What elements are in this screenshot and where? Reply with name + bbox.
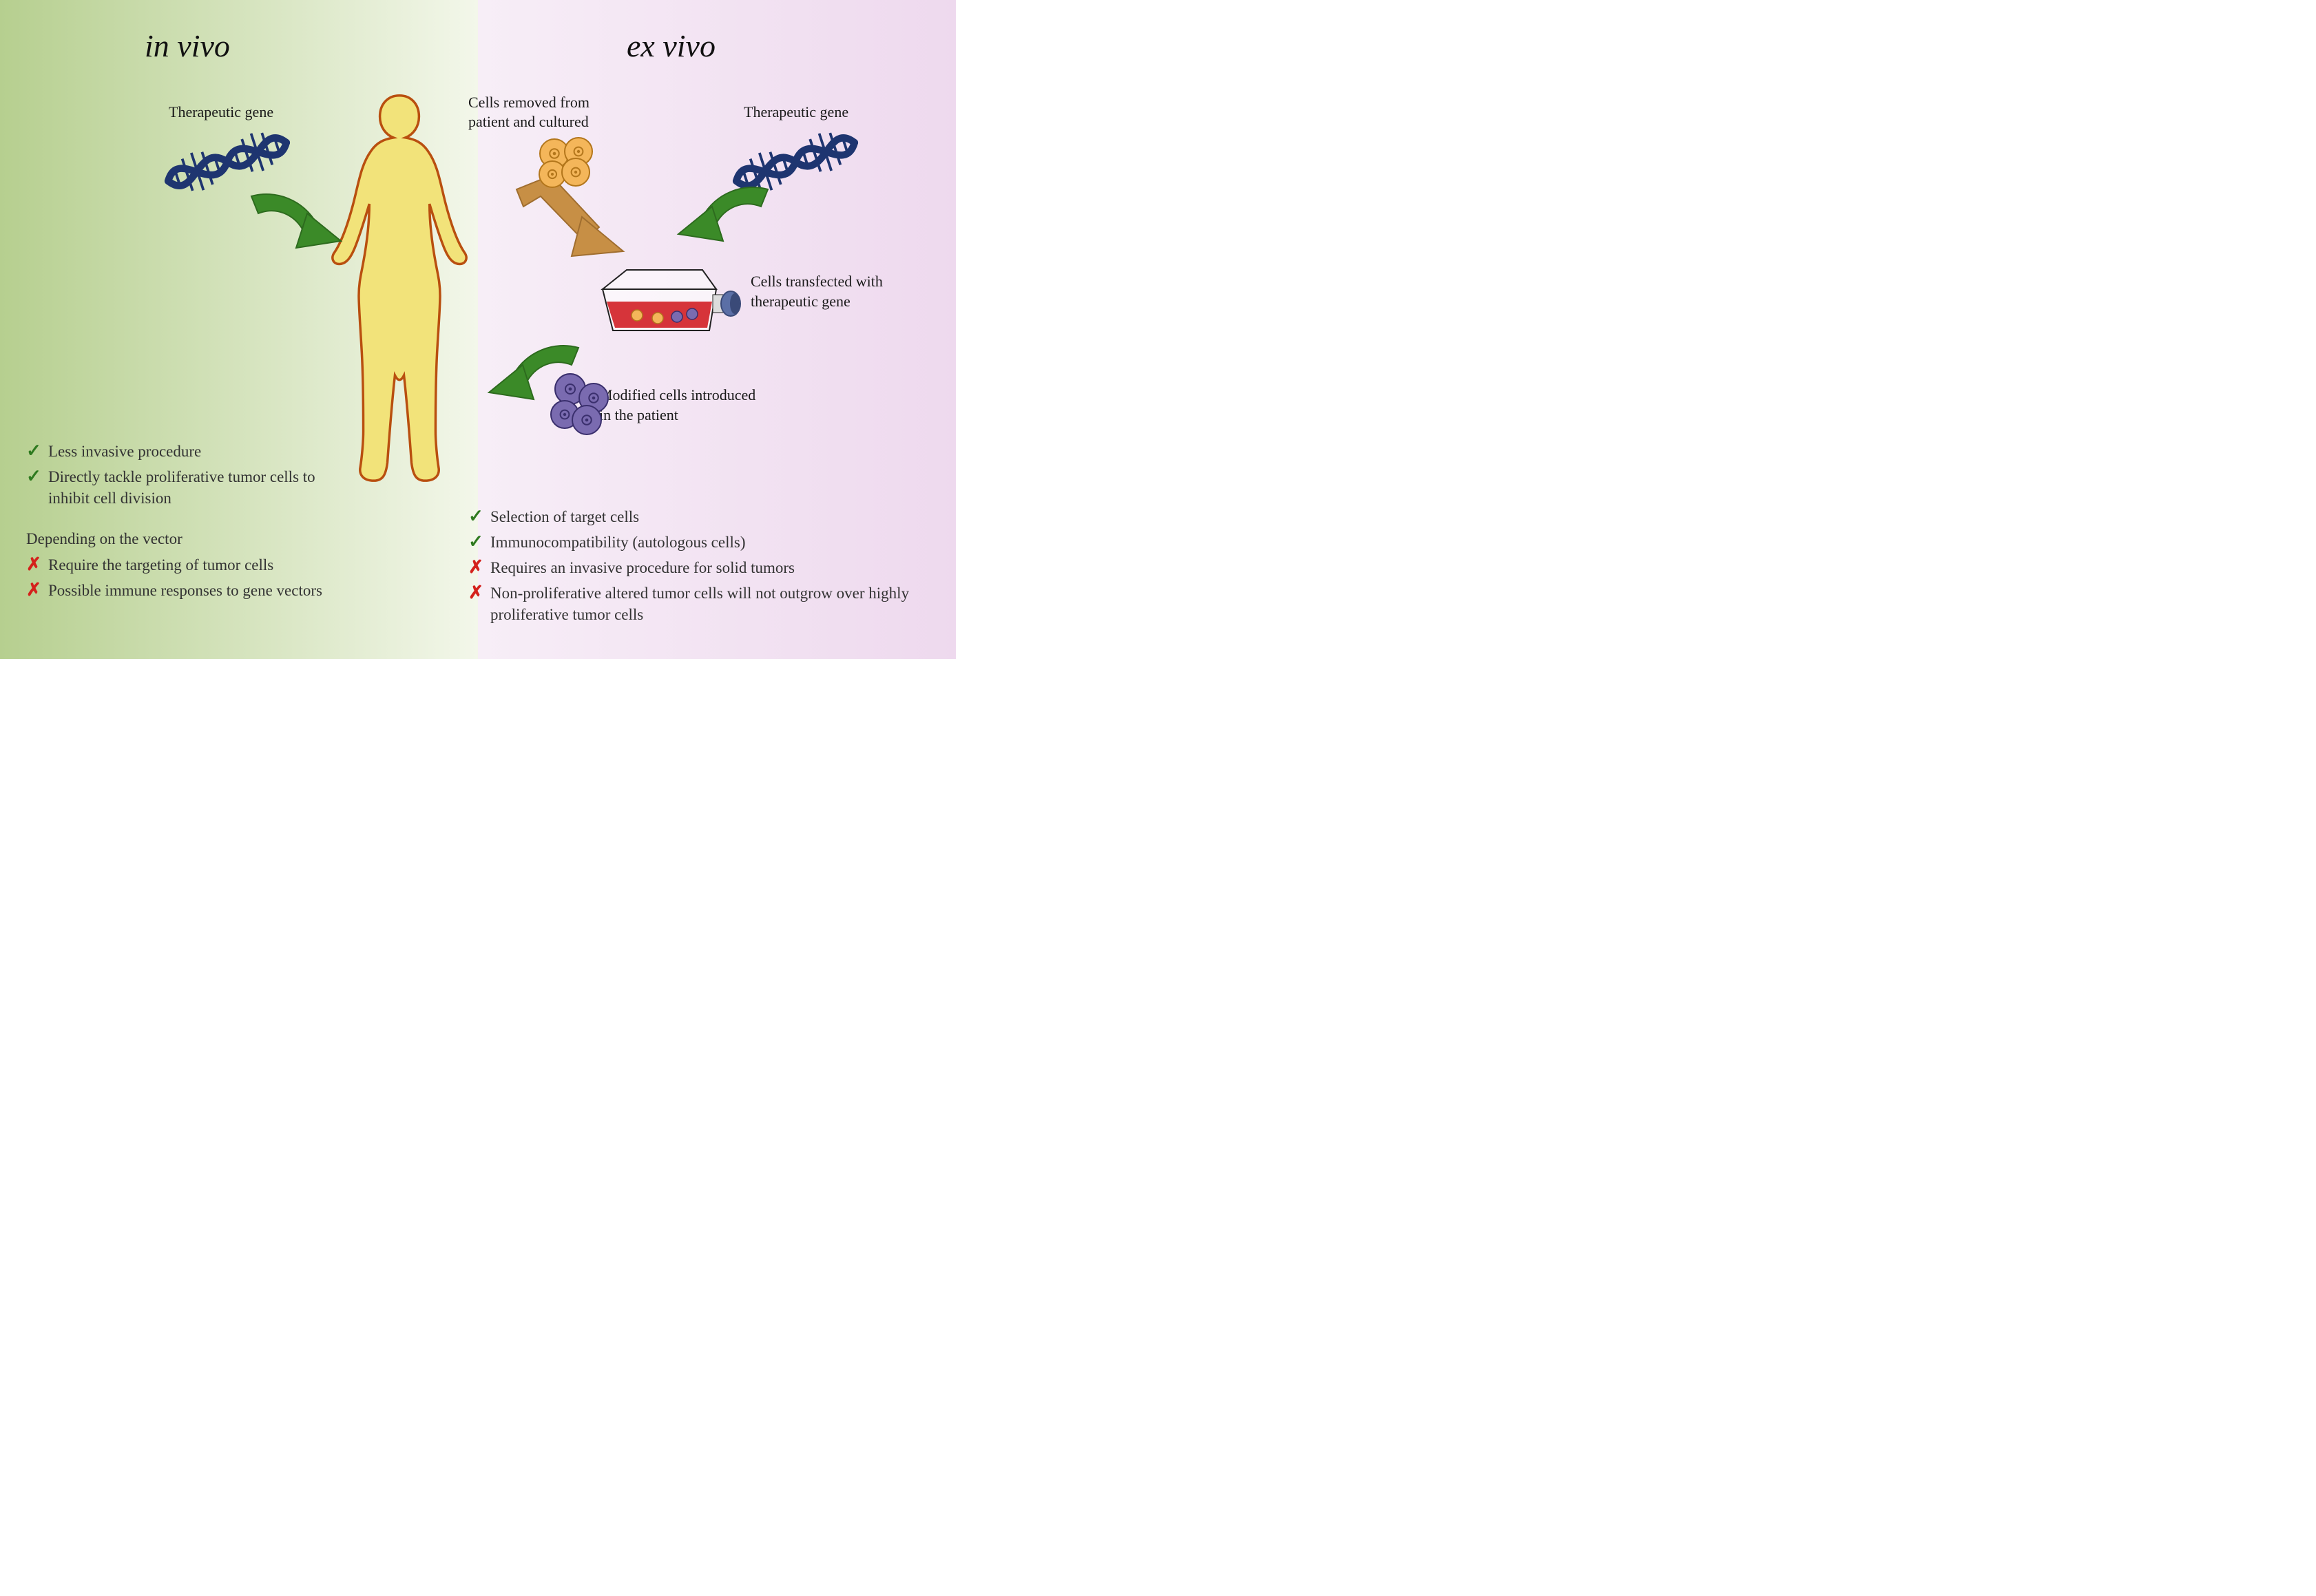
- label-therapeutic-gene-right: Therapeutic gene: [744, 103, 848, 121]
- bullet-item: ✓ Less invasive procedure: [26, 441, 357, 462]
- diagram-canvas: in vivo ex vivo Therapeutic gene Cells r…: [0, 0, 956, 659]
- cells-purple-icon: [544, 372, 616, 437]
- bullet-text: Immunocompatibility (autologous cells): [490, 532, 746, 553]
- bullets-in-vivo-cons: ✗ Require the targeting of tumor cells ✗ Po…: [26, 554, 412, 605]
- bullet-text: Directly tackle proliferative tumor cell…: [48, 466, 357, 509]
- check-icon: ✓: [26, 466, 41, 487]
- cells-orange-icon: [530, 134, 606, 193]
- check-icon: ✓: [468, 532, 483, 552]
- bullet-item: ✓ Immunocompatibility (autologous cells): [468, 532, 937, 553]
- cross-icon: ✗: [26, 580, 41, 600]
- human-silhouette-icon: [324, 90, 475, 496]
- bullet-item: ✗ Non-proliferative altered tumor cells w…: [468, 582, 937, 625]
- check-icon: ✓: [26, 441, 41, 461]
- bullet-text: Possible immune responses to gene vector…: [48, 580, 322, 601]
- cross-icon: ✗: [26, 554, 41, 575]
- bullet-item: ✗ Require the targeting of tumor cells: [26, 554, 412, 576]
- bullet-item: ✓ Selection of target cells: [468, 506, 937, 527]
- title-ex-vivo: ex vivo: [627, 28, 716, 64]
- label-cells-removed: Cells removed frompatient and cultured: [468, 93, 590, 131]
- title-in-vivo: in vivo: [145, 28, 230, 64]
- bullet-text: Requires an invasive procedure for solid…: [490, 557, 795, 578]
- check-icon: ✓: [468, 506, 483, 527]
- bullet-item: ✗ Requires an invasive procedure for soli…: [468, 557, 937, 578]
- subhead-depending-vector: Depending on the vector: [26, 530, 182, 548]
- cross-icon: ✗: [468, 557, 483, 578]
- bullet-text: Require the targeting of tumor cells: [48, 554, 273, 576]
- bullet-item: ✗ Possible immune responses to gene vecto…: [26, 580, 412, 601]
- bullets-ex-vivo: ✓ Selection of target cells ✓ Immunocompati…: [468, 506, 937, 629]
- bullet-text: Less invasive procedure: [48, 441, 201, 462]
- label-cells-transfected: Cells transfected withtherapeutic gene: [751, 272, 883, 311]
- bullet-item: ✓ Directly tackle proliferative tumor cel…: [26, 466, 357, 509]
- label-modified-cells: Modified cells introducedin the patient: [599, 386, 755, 425]
- label-therapeutic-gene-left: Therapeutic gene: [169, 103, 273, 121]
- bullet-text: Selection of target cells: [490, 506, 639, 527]
- bullet-text: Non-proliferative altered tumor cells wi…: [490, 582, 937, 625]
- arrow-gene-to-body-icon: [241, 186, 344, 262]
- culture-flask-icon: [589, 262, 740, 344]
- cross-icon: ✗: [468, 582, 483, 603]
- bullets-in-vivo-pros: ✓ Less invasive procedure ✓ Directly tackle…: [26, 441, 357, 513]
- arrow-gene-to-flask-icon: [675, 179, 778, 255]
